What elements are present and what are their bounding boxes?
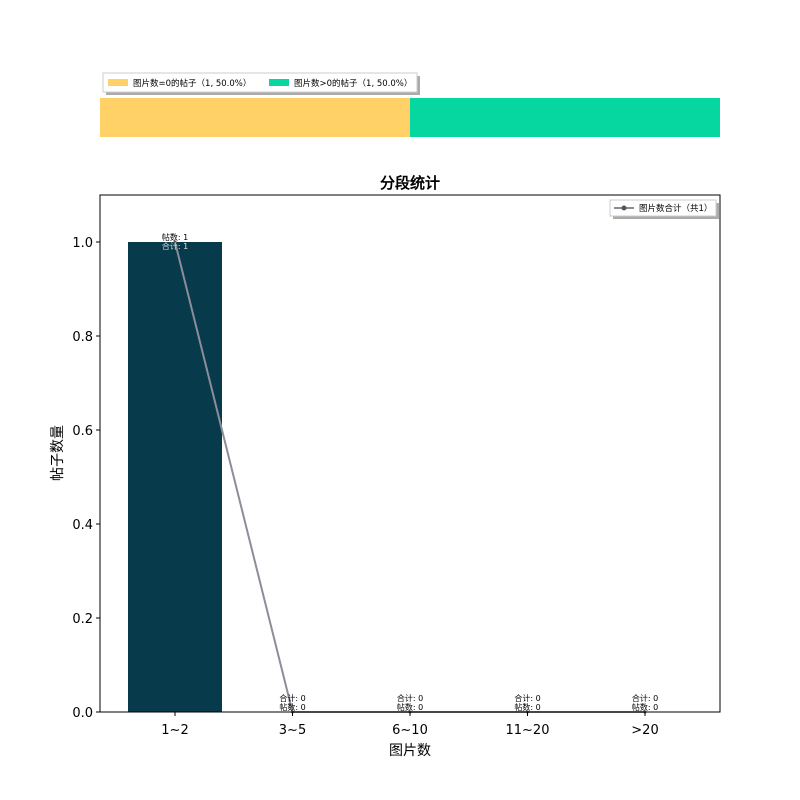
ratio-legend-swatch-no-images [108, 79, 128, 86]
y-axis: 0.0 0.2 0.4 0.6 0.8 1.0 [72, 236, 100, 721]
ratio-segment-no-images [100, 98, 410, 137]
ratio-legend-label-with-images: 图片数>0的帖子（1, 50.0%） [294, 78, 412, 89]
y-tick-label: 0.6 [72, 424, 93, 439]
line-value-label: 合计: 0 [632, 693, 658, 703]
line-value-label: 合计: 0 [514, 693, 540, 703]
ratio-segment-with-images [410, 98, 720, 137]
ratio-legend-swatch-with-images [269, 79, 289, 86]
bar-value-label: 帖数: 0 [514, 702, 540, 712]
data-labels-layer: 帖数: 1合计: 1合计: 0帖数: 0合计: 0帖数: 0合计: 0帖数: 0… [162, 232, 658, 712]
y-tick-label: 0.8 [72, 330, 93, 345]
line-legend-label: 图片数合计（共1） [639, 203, 712, 214]
x-axis: 1~2 3~5 6~10 11~20 >20 [161, 712, 659, 738]
x-axis-label: 图片数 [389, 743, 431, 759]
line-value-label: 合计: 0 [397, 693, 423, 703]
y-tick-label: 0.0 [72, 706, 93, 721]
y-axis-label: 帖子数量 [50, 425, 66, 481]
ratio-legend: 图片数=0的帖子（1, 50.0%） 图片数>0的帖子（1, 50.0%） [102, 72, 420, 95]
y-tick-label: 0.2 [72, 612, 93, 627]
ratio-legend-frame [102, 72, 418, 93]
line-series [174, 241, 645, 713]
x-tick-label: 6~10 [392, 723, 428, 738]
y-tick-label: 1.0 [72, 236, 93, 251]
bar-value-label: 帖数: 0 [279, 702, 305, 712]
x-tick-label: 3~5 [279, 723, 306, 738]
line-legend-frame [609, 199, 717, 217]
bar [128, 242, 222, 712]
ratio-bar [100, 98, 720, 137]
ratio-legend-label-no-images: 图片数=0的帖子（1, 50.0%） [133, 78, 251, 89]
x-tick-label: >20 [631, 723, 658, 738]
line-legend-marker [621, 205, 627, 211]
line-value-label: 合计: 0 [279, 693, 305, 703]
bars-layer [128, 242, 222, 712]
bar-value-label: 帖数: 0 [397, 702, 423, 712]
bar-value-label: 帖数: 0 [632, 702, 658, 712]
bar-value-label: 帖数: 1 [162, 232, 188, 242]
x-tick-label: 1~2 [161, 723, 188, 738]
y-tick-label: 0.4 [72, 518, 93, 533]
line-legend: 图片数合计（共1） [609, 199, 719, 219]
x-tick-label: 11~20 [506, 723, 550, 738]
line-point [173, 240, 177, 244]
chart-title: 分段统计 [380, 174, 440, 192]
line-layer [173, 240, 647, 714]
line-value-label: 合计: 1 [162, 241, 188, 251]
